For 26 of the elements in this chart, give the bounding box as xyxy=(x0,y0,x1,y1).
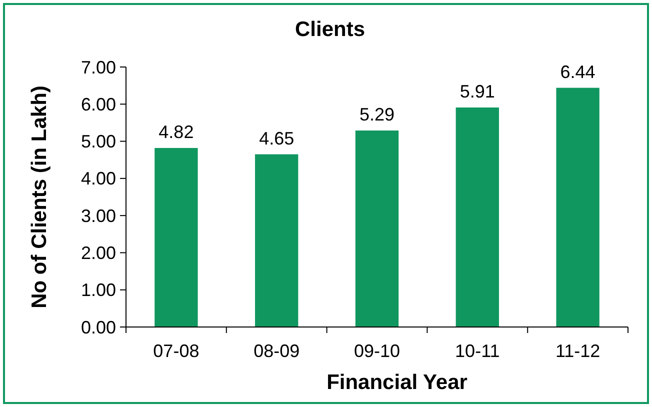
y-tick-label: 5.00 xyxy=(80,132,116,152)
x-tick-label: 11-12 xyxy=(555,341,600,361)
bar xyxy=(154,148,198,327)
bar xyxy=(456,107,499,327)
y-tick-label: 6.00 xyxy=(80,94,116,114)
y-tick-label: 1.00 xyxy=(80,280,116,300)
x-tick-label: 09-10 xyxy=(354,341,400,361)
data-label: 5.29 xyxy=(359,104,395,125)
y-tick-label: 3.00 xyxy=(80,206,116,226)
y-tick-label: 7.00 xyxy=(80,57,116,78)
data-label: 4.65 xyxy=(259,128,294,148)
y-tick-label: 0.00 xyxy=(80,317,116,338)
x-tick-label: 08-09 xyxy=(254,341,300,361)
data-label: 5.91 xyxy=(460,81,495,102)
x-tick-label: 07-08 xyxy=(153,341,200,361)
chart-title: Clients xyxy=(294,18,366,41)
x-axis-title: Financial Year xyxy=(326,371,468,394)
data-label: 4.82 xyxy=(158,122,194,142)
bar xyxy=(556,88,600,327)
x-tick-label: 10-11 xyxy=(455,341,500,361)
bar xyxy=(255,154,298,327)
y-tick-label: 4.00 xyxy=(80,168,116,189)
bar xyxy=(355,130,399,327)
data-label: 6.44 xyxy=(560,62,596,82)
y-tick-label: 2.00 xyxy=(80,243,116,264)
y-axis-title: No of Clients (in Lakh) xyxy=(28,86,51,308)
